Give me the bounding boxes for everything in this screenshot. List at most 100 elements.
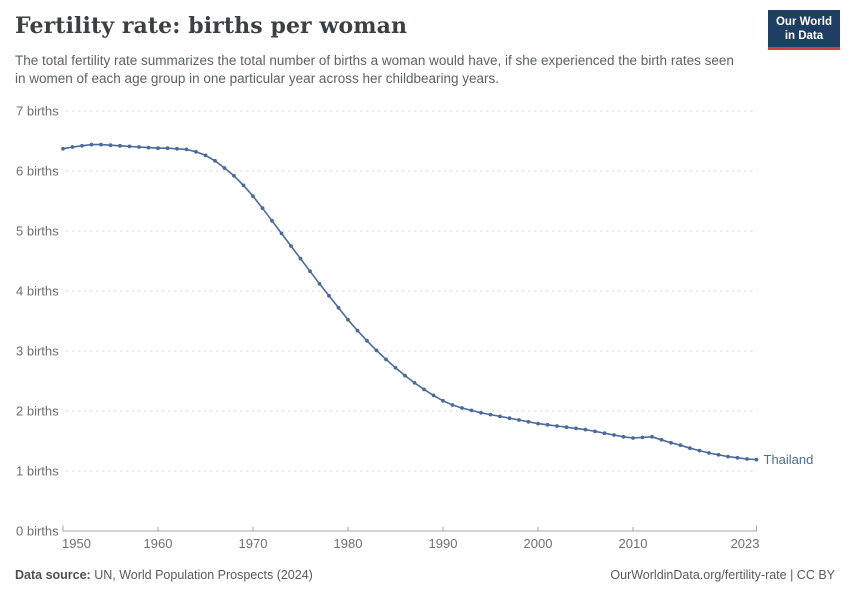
data-point [583,427,588,432]
data-point [650,434,654,439]
data-point [517,418,521,422]
data-point [678,443,683,448]
y-axis-tick-label: 1 births [16,464,59,479]
data-point [602,431,607,436]
x-axis-tick-label: 1990 [429,536,458,551]
data-point [469,408,474,413]
y-axis-tick-label: 4 births [16,284,59,299]
data-point [564,425,569,430]
data-point [175,146,179,151]
y-axis-tick-label: 2 births [16,404,59,419]
data-point [621,434,626,439]
data-point [640,435,645,440]
data-point [526,419,531,424]
data-point [70,145,75,149]
page-title: Fertility rate: births per woman [15,13,408,39]
data-point [80,143,84,148]
series-end-label: Thailand [764,452,814,467]
x-axis-tick-label: 1950 [62,536,91,551]
data-point [536,421,540,426]
data-point [431,393,436,398]
data-point [355,328,360,333]
data-point [365,338,369,343]
data-source-note: Data source: UN, World Population Prospe… [15,568,313,582]
data-point [346,317,350,322]
x-axis-line [62,525,757,532]
data-point [61,146,65,151]
data-point [336,305,341,310]
series-line [62,143,757,461]
data-point [460,406,464,410]
data-point [374,348,379,353]
data-point [260,206,265,211]
data-point [194,149,198,154]
data-point [745,457,749,461]
data-point [146,145,151,150]
y-axis-tick-label: 0 births [16,524,59,539]
data-point [403,373,407,378]
data-point [659,437,664,442]
owid-license-link[interactable]: OurWorldinData.org/fertility-rate | CC B… [610,568,835,582]
data-point [716,452,721,457]
data-point [127,144,132,149]
data-point [450,403,455,407]
data-point [479,410,483,415]
data-point [165,146,170,151]
data-point [270,218,274,223]
data-point [317,281,322,286]
data-point [241,183,246,188]
data-point [393,365,398,370]
data-point [555,424,559,428]
data-point [707,451,711,455]
data-point [251,194,255,199]
data-point [726,454,730,459]
owid-logo-line1: Our World [775,16,832,28]
data-point [697,448,702,453]
owid-logo-line2: in Data [784,29,824,42]
x-axis-tick-label: 1980 [334,536,363,551]
chart-canvas: 0 births 1 births 2 births 3 births 4 births… [16,104,814,552]
data-point [422,387,426,392]
data-point [631,436,635,440]
x-axis-tick-label: 2000 [524,536,553,551]
y-axis-tick-label: 7 births [16,104,59,119]
data-point [688,446,692,451]
y-axis-tick-label: 5 births [16,224,59,239]
x-axis-tick-label: 1960 [144,536,173,551]
data-point [184,147,189,152]
owid-logo[interactable]: Our World in Data [767,10,840,50]
data-point [754,457,759,462]
data-point [203,153,208,158]
data-point [498,414,502,419]
data-point [593,429,597,434]
data-source-label: Data source: [15,568,91,582]
data-point [89,142,94,147]
data-source-text: UN, World Population Prospects (2024) [90,568,313,582]
data-point [289,244,293,248]
data-point [308,269,312,274]
chart-subtitle: The total fertility rate summarizes the … [15,53,734,86]
y-axis-tick-label: 3 births [16,344,59,359]
data-point [213,158,217,163]
data-point [612,433,616,437]
data-point [137,145,141,149]
data-point [327,293,331,298]
x-axis-tick-label: 2010 [619,536,648,551]
x-axis-tick-label: 2023 [731,536,760,551]
chart-footer: Data source: UN, World Population Prospe… [15,568,835,582]
data-point [99,142,103,147]
data-point [384,357,388,362]
data-point [735,455,740,460]
data-point [488,412,493,417]
data-point [545,422,550,427]
y-axis-tick-label: 6 births [16,164,59,179]
data-point [669,440,673,445]
data-point [507,416,512,421]
data-point [118,143,122,148]
data-point [232,173,236,178]
data-point [574,426,578,431]
data-point [108,143,113,148]
data-point [412,380,417,385]
data-point [441,398,445,403]
